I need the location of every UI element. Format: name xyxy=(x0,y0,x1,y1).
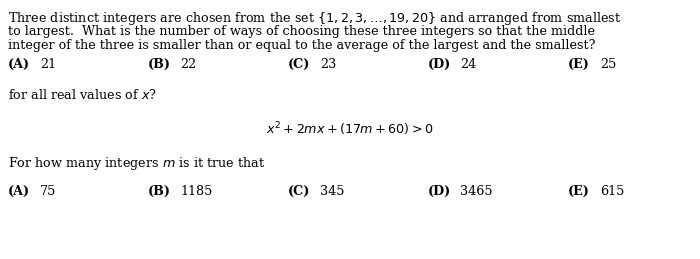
Text: 1185: 1185 xyxy=(180,185,212,198)
Text: 22: 22 xyxy=(180,58,196,71)
Text: (C): (C) xyxy=(288,185,310,198)
Text: 345: 345 xyxy=(320,185,344,198)
Text: 21: 21 xyxy=(40,58,56,71)
Text: 23: 23 xyxy=(320,58,336,71)
Text: (E): (E) xyxy=(568,185,590,198)
Text: 3465: 3465 xyxy=(460,185,493,198)
Text: 75: 75 xyxy=(40,185,57,198)
Text: to largest.  What is the number of ways of choosing these three integers so that: to largest. What is the number of ways o… xyxy=(8,25,595,38)
Text: (C): (C) xyxy=(288,58,310,71)
Text: (D): (D) xyxy=(428,58,452,71)
Text: (B): (B) xyxy=(148,185,171,198)
Text: (E): (E) xyxy=(568,58,590,71)
Text: for all real values of $x$?: for all real values of $x$? xyxy=(8,88,157,102)
Text: (A): (A) xyxy=(8,185,30,198)
Text: 25: 25 xyxy=(600,58,617,71)
Text: (D): (D) xyxy=(428,185,452,198)
Text: 24: 24 xyxy=(460,58,476,71)
Text: (A): (A) xyxy=(8,58,30,71)
Text: 615: 615 xyxy=(600,185,624,198)
Text: integer of the three is smaller than or equal to the average of the largest and : integer of the three is smaller than or … xyxy=(8,39,596,52)
Text: Three distinct integers are chosen from the set $\{1, 2, 3, \ldots, 19, 20\}$ an: Three distinct integers are chosen from … xyxy=(8,10,622,27)
Text: (B): (B) xyxy=(148,58,171,71)
Text: For how many integers $m$ is it true that: For how many integers $m$ is it true tha… xyxy=(8,155,265,172)
Text: $x^2 + 2mx + (17m + 60) > 0$: $x^2 + 2mx + (17m + 60) > 0$ xyxy=(266,120,434,138)
